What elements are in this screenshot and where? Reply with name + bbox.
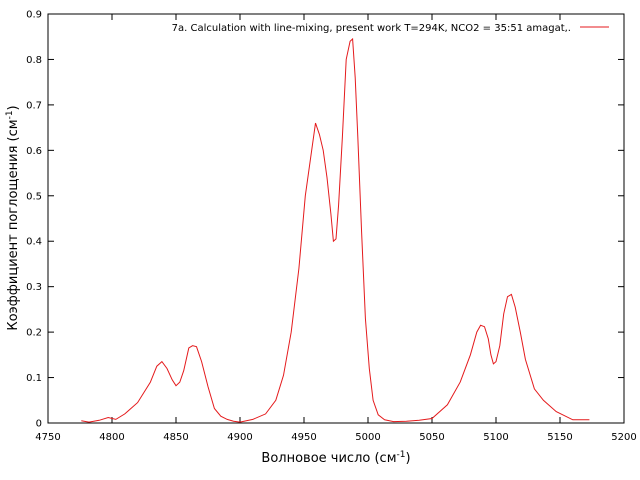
y-tick-label: 0.9 <box>26 10 42 21</box>
plot-frame <box>47 13 625 424</box>
x-axis-title: Волновое число (см-1) <box>261 450 410 466</box>
x-tick-label: 4900 <box>227 432 252 443</box>
x-tick-label: 4750 <box>35 432 60 443</box>
x-tick-label: 4950 <box>291 432 316 443</box>
x-tick-label: 4850 <box>163 432 188 443</box>
y-tick-label: 0.7 <box>26 100 42 111</box>
y-axis-title: Коэффициент поглощения (см-1) <box>5 105 21 330</box>
x-tick-label: 5050 <box>419 432 444 443</box>
x-tick-label: 5200 <box>611 432 636 443</box>
x-tick-label: 5100 <box>483 432 508 443</box>
x-tick-label: 5150 <box>547 432 572 443</box>
legend: 7a. Calculation with line-mixing, presen… <box>172 23 609 34</box>
y-tick-label: 0.1 <box>26 373 42 384</box>
x-tick-label: 5000 <box>355 432 380 443</box>
y-tick-label: 0.5 <box>26 191 42 202</box>
y-tick-label: 0.6 <box>26 146 42 157</box>
y-tick-label: 0.3 <box>26 282 42 293</box>
y-tick-label: 0.8 <box>26 55 42 66</box>
legend-label: 7a. Calculation with line-mixing, presen… <box>172 23 571 34</box>
y-tick-label: 0.2 <box>26 328 42 339</box>
y-tick-label: 0.4 <box>26 237 42 248</box>
x-tick-label: 4800 <box>99 432 124 443</box>
series-line <box>81 37 590 423</box>
y-tick-label: 0 <box>36 419 42 430</box>
tick-labels: 4750 4800 4850 4900 4950 5000 5050 5100 5150 5200… <box>26 10 637 444</box>
axis-ticks <box>47 13 625 424</box>
